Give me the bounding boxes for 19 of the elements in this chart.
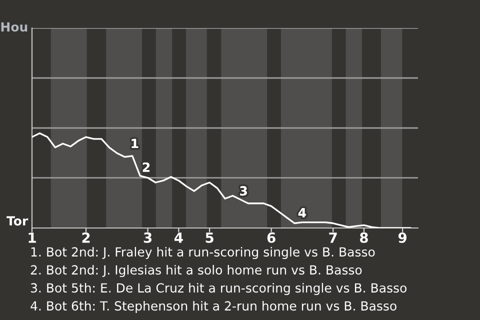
text: 2. Bot 2nd: J. Iglesias hit a solo home run vs B. Basso	[30, 264, 362, 278]
x-tick-label: 4	[174, 232, 183, 243]
text: 4. Bot 6th: T. Stephenson hit a 2-run home run vs B. Basso	[30, 300, 396, 314]
x-tick-label: 6	[267, 232, 276, 243]
annotation: 3	[240, 186, 247, 196]
x-tick-label: 9	[398, 232, 407, 243]
x-tick-label: 8	[360, 232, 368, 243]
annotation: 1	[132, 138, 138, 148]
x-tick-label: 2	[82, 232, 90, 243]
text: 3. Bot 5th: E. De La Cruz hit a run-scoring single vs B. Basso	[30, 282, 406, 296]
text: 1. Bot 2nd: J. Fraley hit a run-scoring single vs B. Basso	[31, 246, 375, 260]
x-tick-label: 3	[144, 232, 152, 243]
x-tick-label: 1	[28, 232, 36, 243]
x-tick-label: 7	[329, 232, 337, 243]
x-tick-label: 5	[206, 232, 214, 243]
text: Hou	[1, 22, 28, 32]
annotation: 2	[142, 162, 150, 172]
annotation: 4	[298, 208, 306, 218]
text: Tor	[6, 216, 28, 226]
